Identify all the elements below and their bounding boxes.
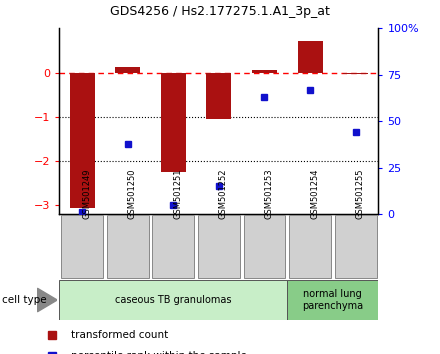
Polygon shape bbox=[37, 288, 57, 312]
Text: caseous TB granulomas: caseous TB granulomas bbox=[115, 295, 231, 305]
Bar bbox=[206, 73, 231, 119]
Text: GSM501255: GSM501255 bbox=[356, 169, 365, 219]
Bar bbox=[287, 280, 378, 320]
Text: GSM501254: GSM501254 bbox=[310, 169, 319, 219]
Bar bbox=[161, 73, 186, 172]
Bar bbox=[289, 216, 331, 278]
Text: GSM501249: GSM501249 bbox=[82, 169, 91, 219]
Bar bbox=[70, 73, 95, 207]
Text: GSM501250: GSM501250 bbox=[128, 169, 137, 219]
Text: transformed count: transformed count bbox=[71, 330, 168, 339]
Bar bbox=[252, 70, 277, 73]
Bar bbox=[343, 73, 368, 74]
Bar bbox=[115, 67, 140, 73]
Text: percentile rank within the sample: percentile rank within the sample bbox=[71, 351, 247, 354]
Bar bbox=[198, 216, 240, 278]
Bar bbox=[297, 41, 323, 73]
Text: GSM501252: GSM501252 bbox=[219, 169, 228, 219]
Bar bbox=[107, 216, 149, 278]
Text: cell type: cell type bbox=[2, 295, 47, 305]
Text: GSM501253: GSM501253 bbox=[264, 169, 274, 219]
Bar bbox=[61, 216, 103, 278]
Bar bbox=[335, 216, 377, 278]
Bar bbox=[243, 216, 286, 278]
Bar bbox=[152, 216, 194, 278]
Text: GDS4256 / Hs2.177275.1.A1_3p_at: GDS4256 / Hs2.177275.1.A1_3p_at bbox=[110, 5, 330, 18]
Bar bbox=[59, 280, 287, 320]
Text: GSM501251: GSM501251 bbox=[173, 169, 182, 219]
Text: normal lung
parenchyma: normal lung parenchyma bbox=[302, 289, 363, 311]
